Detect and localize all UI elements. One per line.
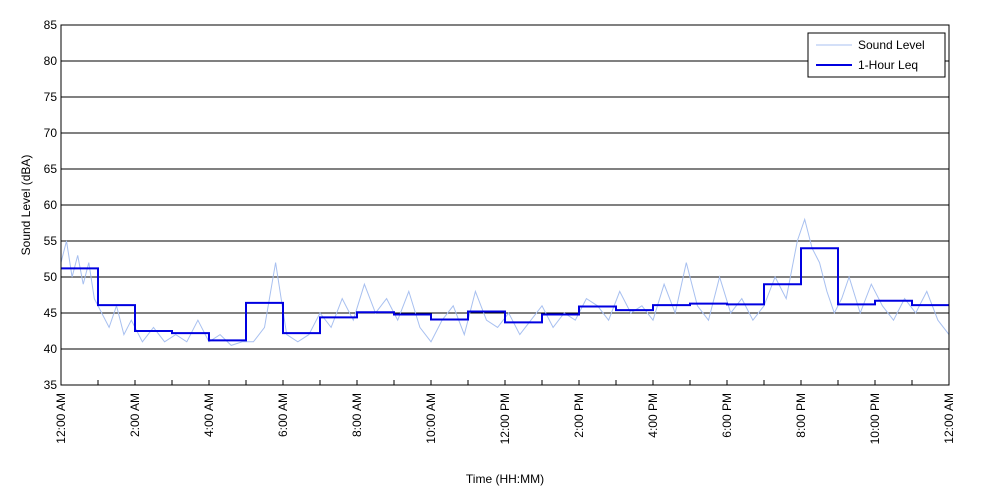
x-tick-label: 10:00 PM <box>868 393 882 444</box>
y-tick-label: 50 <box>44 270 58 284</box>
y-tick-label: 80 <box>44 54 58 68</box>
y-tick-label: 40 <box>44 342 58 356</box>
y-tick-label: 70 <box>44 126 58 140</box>
x-tick-label: 6:00 AM <box>276 393 290 437</box>
x-tick-label: 6:00 PM <box>720 393 734 438</box>
legend-label-leq: 1-Hour Leq <box>858 58 918 72</box>
x-tick-label: 12:00 PM <box>498 393 512 444</box>
x-tick-label: 10:00 AM <box>424 393 438 444</box>
leq-step-line <box>61 247 949 342</box>
y-axis: 35 40 45 50 55 60 65 70 75 80 85 <box>44 18 65 392</box>
x-tick-label: 2:00 AM <box>128 393 142 437</box>
y-tick-label: 35 <box>44 378 58 392</box>
sound-level-series <box>60 217 950 346</box>
x-tick-label: 12:00 AM <box>942 393 956 444</box>
y-tick-label: 55 <box>44 234 58 248</box>
sound-level-line <box>60 217 950 346</box>
legend-label-sound-level: Sound Level <box>858 38 925 52</box>
x-tick-label: 8:00 AM <box>350 393 364 437</box>
x-tick-label: 12:00 AM <box>54 393 68 444</box>
x-tick-label: 4:00 PM <box>646 393 660 438</box>
x-tick-label: 8:00 PM <box>794 393 808 438</box>
x-axis-title: Time (HH:MM) <box>466 472 544 486</box>
y-tick-label: 65 <box>44 162 58 176</box>
y-axis-title: Sound Level (dBA) <box>19 155 33 256</box>
y-tick-label: 60 <box>44 198 58 212</box>
legend-box <box>807 32 946 78</box>
leq-series <box>61 247 949 342</box>
x-tick-label: 2:00 PM <box>572 393 586 438</box>
y-tick-label: 85 <box>44 18 58 32</box>
y-tick-label: 45 <box>44 306 58 320</box>
y-tick-label: 75 <box>44 90 58 104</box>
legend: Sound Level 1-Hour Leq <box>807 32 946 78</box>
x-axis: 12:00 AM 2:00 AM 4:00 AM 6:00 AM 8:00 AM 10:0… <box>54 380 956 444</box>
x-tick-label: 4:00 AM <box>202 393 216 437</box>
